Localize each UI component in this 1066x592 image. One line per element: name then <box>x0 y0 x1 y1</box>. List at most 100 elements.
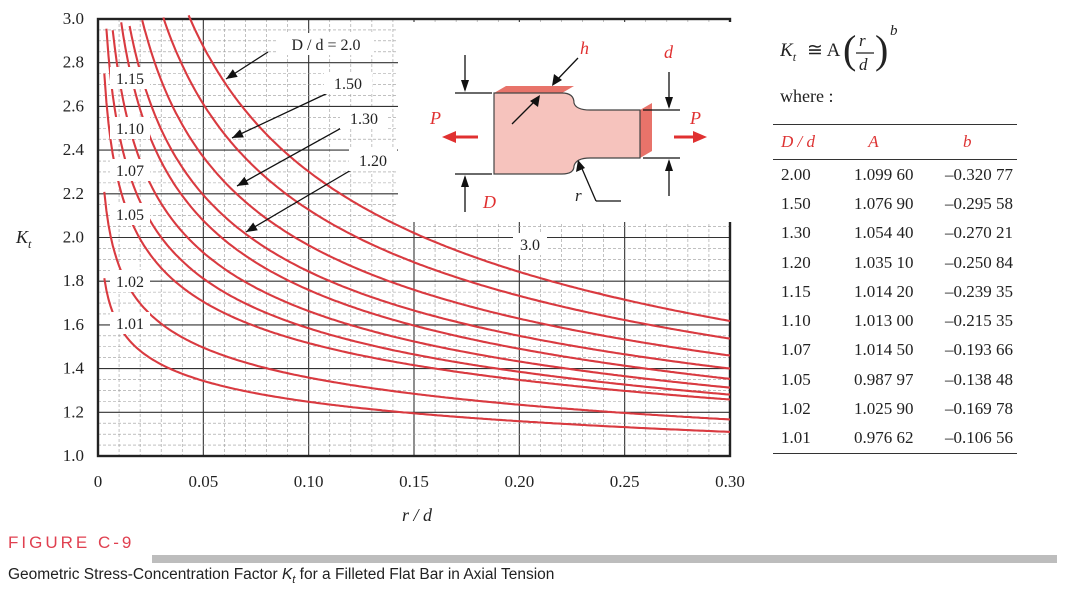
table-row: 1.05 0.987 97 –0.138 48 <box>773 365 1017 394</box>
y-tick-label: 1.4 <box>63 359 85 378</box>
x-tick-label: 0.20 <box>504 472 534 491</box>
y-tick-label: 2.4 <box>63 140 85 159</box>
formula-lhs: Kt <box>780 40 797 64</box>
y-tick-label: 2.6 <box>63 96 84 115</box>
chart-labels: D / d = 2.0 1.50 1.30 1.20 1.15 1.10 1.07 1.05 1… <box>110 33 547 334</box>
y-tick-label: 1.6 <box>63 315 84 334</box>
table-cell: 1.07 <box>781 340 811 360</box>
bar-front-face <box>493 92 641 175</box>
formula-num: r <box>859 31 866 50</box>
formula-exponent: b <box>890 23 898 39</box>
label-leader-arrow <box>246 222 258 232</box>
curve-label-bg <box>340 107 388 129</box>
curve-label-bg <box>278 33 374 55</box>
caption-k-sub: t <box>292 574 296 587</box>
table-cell: –0.193 66 <box>945 340 1013 360</box>
caption-text-post: for a Filleted Flat Bar in Axial Tension <box>295 566 555 583</box>
column-header: D / d <box>773 124 830 160</box>
series-line <box>111 30 731 389</box>
series-line <box>120 22 731 380</box>
table-cell: 1.099 60 <box>854 164 914 184</box>
formula-approx: ≅ A <box>807 40 841 61</box>
table-cell: –0.106 56 <box>917 423 1017 454</box>
table-cell: 1.013 00 <box>854 311 914 331</box>
filleted-bar-diagram: P P h d D r <box>398 22 764 222</box>
label-d: d <box>664 42 674 62</box>
x-tick-label: 0.05 <box>188 472 218 491</box>
x-tick-label: 0.10 <box>294 472 324 491</box>
bar-top-face <box>494 86 574 93</box>
label-P-right: P <box>689 108 701 128</box>
curve-label: 1.50 <box>334 76 362 93</box>
table-row: 1.10 1.013 00 –0.215 35 <box>773 306 1017 335</box>
curve-label-bg <box>324 72 372 94</box>
label-h: h <box>580 38 589 58</box>
table-row: 1.15 1.014 20 –0.239 35 <box>773 277 1017 306</box>
x-tick-label: 0 <box>94 472 103 491</box>
table-cell: 1.035 10 <box>854 252 914 272</box>
formula-den: d <box>859 55 868 74</box>
label-leader <box>245 165 359 233</box>
caption-k: K <box>281 566 293 583</box>
column-header: A <box>829 124 918 160</box>
caption-text-pre: Geometric Stress-Concentration Factor <box>8 566 282 583</box>
table-cell: 1.20 <box>781 252 811 272</box>
table-cell: –0.295 58 <box>945 193 1013 213</box>
table-row: 1.01 0.976 62 –0.106 56 <box>773 423 1017 454</box>
series-line <box>103 278 731 433</box>
table-row: 1.02 1.025 90 –0.169 78 <box>773 394 1017 423</box>
thickness-h-arrow-top <box>552 74 562 86</box>
y-tick-label: 2.8 <box>63 53 84 72</box>
label-leader <box>231 91 331 139</box>
x-tick-label: 0.15 <box>399 472 429 491</box>
curve-label: 1.15 <box>116 71 144 88</box>
table-cell: 1.076 90 <box>854 193 914 213</box>
thickness-h-arrow-bottom <box>530 95 540 107</box>
dimension-D-arrow-bottom <box>461 175 469 187</box>
x-tick-label: 0.30 <box>715 472 745 491</box>
y-tick-label: 2.0 <box>63 228 84 247</box>
label-leader-arrow <box>226 69 238 79</box>
column-header: b <box>917 124 1017 160</box>
table-cell: –0.138 48 <box>945 369 1013 389</box>
table-cell: 1.014 50 <box>854 340 914 360</box>
table-row: 1.20 1.035 10 –0.250 84 <box>773 248 1017 277</box>
table-cell: 1.01 <box>773 423 830 454</box>
radius-leader-diagonal <box>579 163 597 202</box>
table-cell: –0.169 78 <box>945 399 1013 419</box>
curve-label: 1.20 <box>359 153 387 170</box>
y-tick-label: 1.8 <box>63 271 84 290</box>
table-row: 1.50 1.076 90 –0.295 58 <box>773 189 1017 218</box>
table-cell: –0.239 35 <box>945 281 1013 301</box>
label-leader-arrow <box>232 129 244 138</box>
table-cell: 2.00 <box>781 164 811 184</box>
table-cell: 1.025 90 <box>854 399 914 419</box>
where-label: where : <box>780 86 834 106</box>
series-line <box>128 25 731 370</box>
formula-paren-right: ) <box>875 27 888 72</box>
curve-label-bg <box>513 233 547 255</box>
table-cell: 1.014 20 <box>854 281 914 301</box>
curve-label-bg <box>110 312 150 334</box>
series-line <box>141 19 731 357</box>
load-arrow-right-head <box>693 131 707 143</box>
plot-frame <box>96 17 732 458</box>
table-cell: 1.15 <box>781 281 811 301</box>
x-tick-label: 0.25 <box>610 472 640 491</box>
series-line <box>103 73 731 401</box>
bar-right-face <box>640 103 652 158</box>
table-cell: 1.30 <box>781 223 811 243</box>
curve-label: 1.05 <box>116 207 144 224</box>
table-row: 2.00 1.099 60 –0.320 77 <box>773 160 1017 190</box>
label-r: r <box>575 186 582 205</box>
y-tick-label: 2.2 <box>63 184 84 203</box>
axis-ticks: 1.0 1.2 1.4 1.6 1.8 2.0 2.2 2.4 2.6 2.8 3.0 0 0.05 0.… <box>63 9 745 491</box>
curve-label-bg <box>110 159 150 181</box>
radius-arrow <box>576 160 585 172</box>
label-D: D <box>482 192 496 212</box>
table-cell: 1.02 <box>781 399 811 419</box>
formula-paren-left: ( <box>843 27 856 72</box>
coefficient-table: D / d A b 2.00 1.099 60 –0.320 77 1.50 1.07… <box>773 124 1017 454</box>
label-P-left: P <box>429 108 441 128</box>
